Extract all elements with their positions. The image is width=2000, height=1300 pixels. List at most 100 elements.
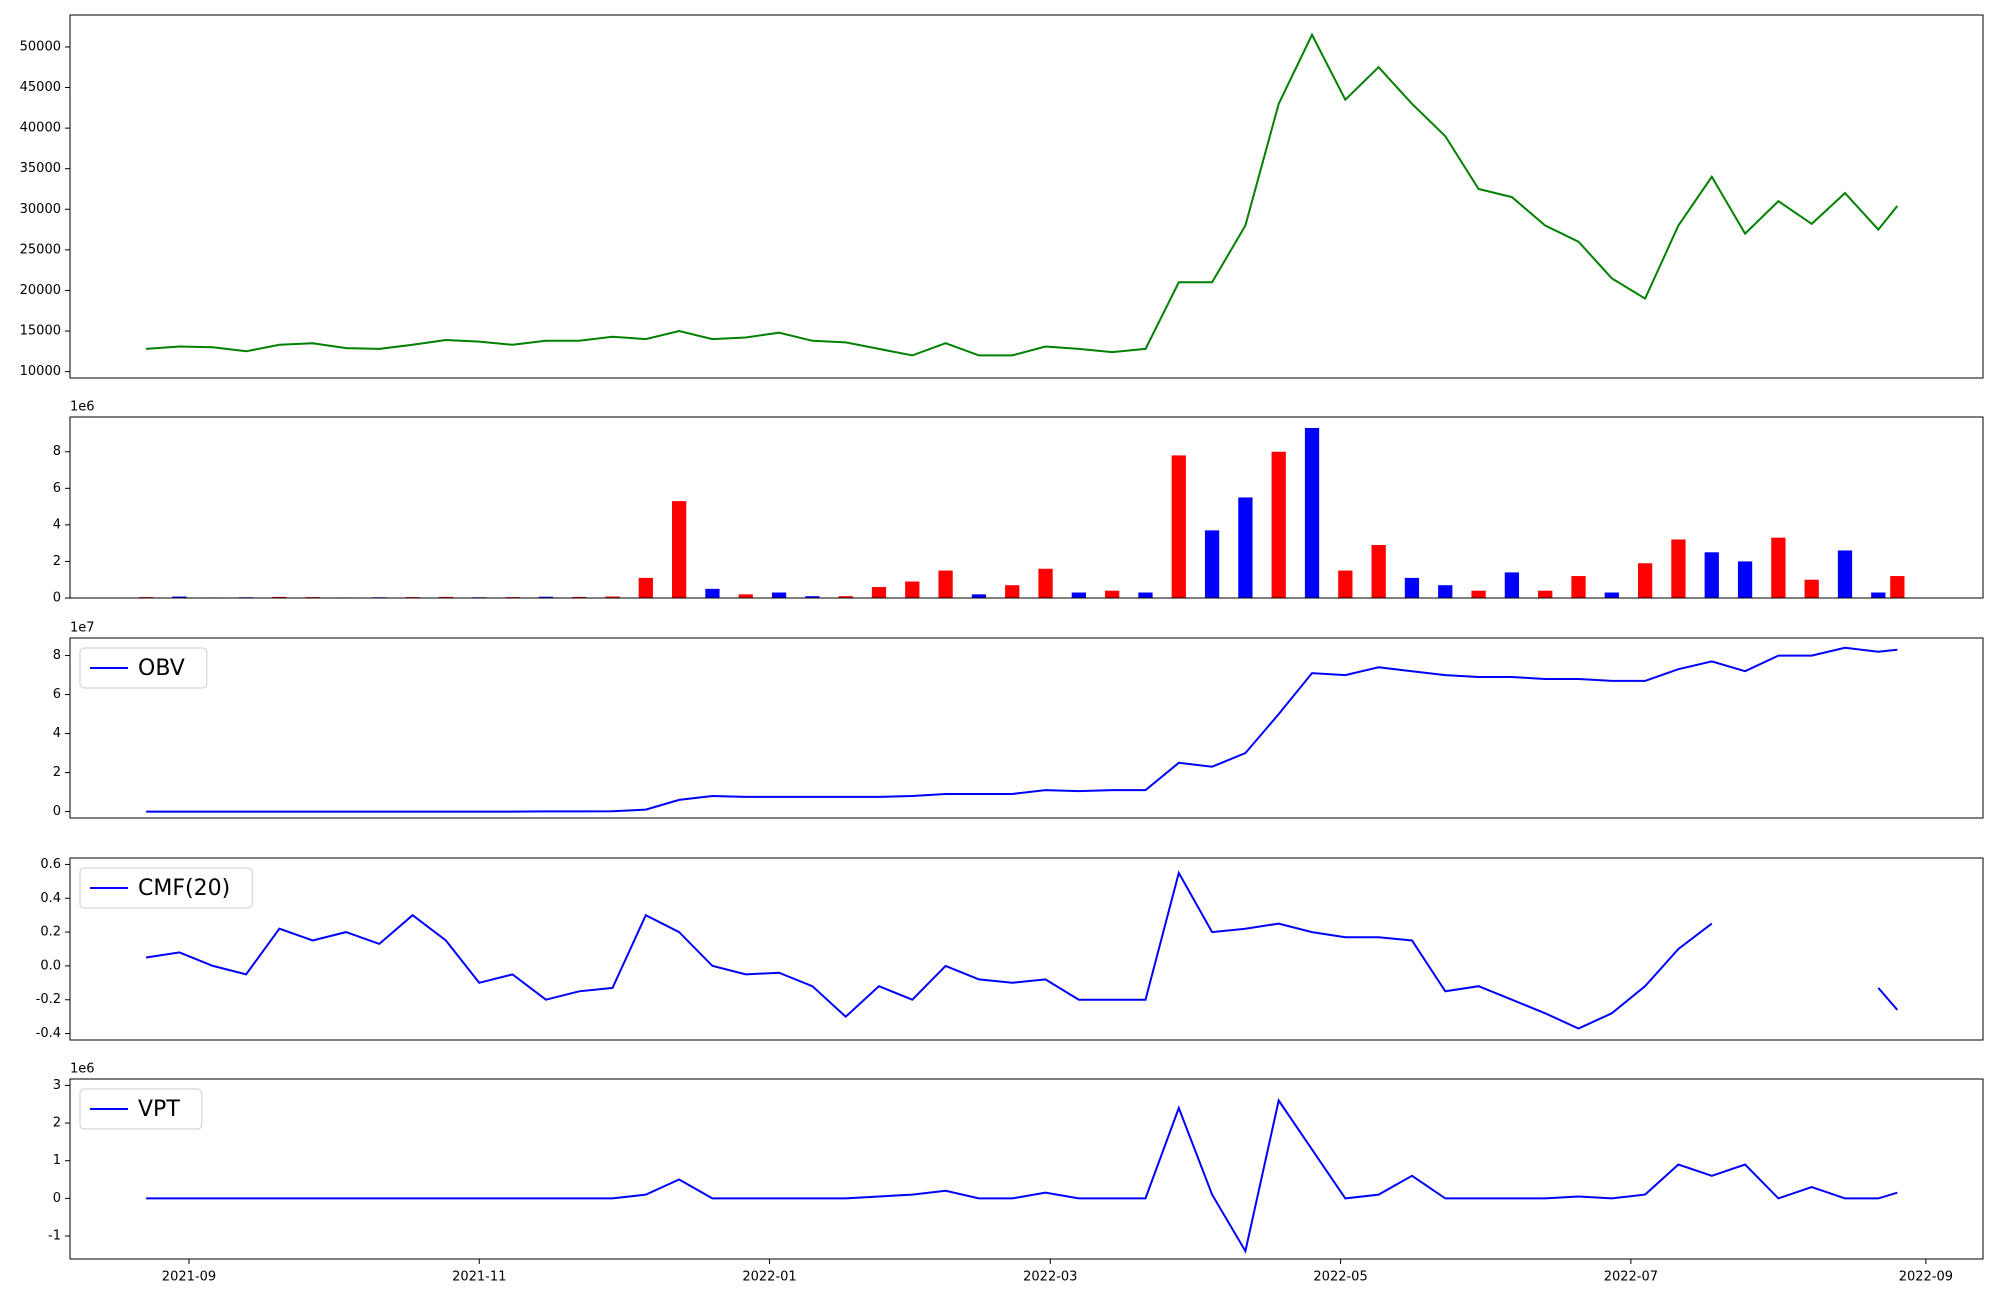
bar [172,596,187,598]
line [146,646,1898,813]
y-tick-label: 35000 [20,161,61,176]
line [145,870,1899,1030]
y-tick-label: 0.0 [40,958,61,973]
y-tick-label: 8 [53,648,61,663]
legend-label: OBV [138,656,185,681]
y-tick-label: 1 [53,1153,61,1168]
y-tick-label: 4 [53,517,61,532]
y-tick-label: 50000 [20,39,61,54]
bar [1890,576,1905,598]
y-tick-label: 0 [53,804,61,819]
bar [971,594,987,598]
bar [1271,451,1286,598]
bar [1771,537,1786,598]
legend-box [79,1088,203,1130]
offset-label: 1e7 [70,621,95,636]
y-tick-label: -1 [48,1229,61,1244]
y-tick-label: 0.6 [40,857,61,872]
y-tick-label: 25000 [20,242,61,257]
bar [1404,577,1420,598]
y-tick-label: 0 [53,1191,61,1206]
bar [738,594,753,598]
bar [1504,572,1520,598]
plot-frame [69,857,1984,1041]
legend: OBV [79,647,208,689]
bar [272,596,287,598]
bar [1338,570,1353,598]
line [146,1098,1898,1254]
bar [1204,530,1220,598]
plot-frame [69,1078,1984,1260]
y-tick-label: 0 [53,591,61,606]
legend-label: VPT [138,1097,180,1122]
x-tick-label: 2021-09 [162,1270,216,1285]
bar [1038,568,1053,598]
bar [1804,579,1819,598]
bar [605,596,620,598]
bar [805,596,820,598]
y-tick-label: 2 [53,554,61,569]
bar [1871,592,1886,598]
y-tick-label: 40000 [20,121,61,136]
x-tick-label: 2022-09 [1899,1270,1953,1285]
legend: VPT [79,1088,203,1130]
x-tick-label: 2022-03 [1023,1270,1077,1285]
legend: CMF(20) [79,867,253,909]
plot-frame [69,14,1984,379]
bar [1737,561,1753,598]
bar [671,501,687,598]
bar [1238,497,1253,598]
y-tick-label: -0.4 [36,1026,61,1041]
line [146,32,1899,357]
bar [1538,590,1553,598]
y-tick-label: 15000 [20,324,61,339]
bar [1071,592,1086,598]
y-tick-label: 6 [53,687,61,702]
bar [1571,576,1586,598]
bar [1371,544,1386,598]
y-tick-label: 2 [53,765,61,780]
plot-frame [69,637,1984,819]
y-tick-label: 6 [53,481,61,496]
offset-label: 1e6 [70,400,95,415]
bar [871,587,887,598]
y-tick-label: 4 [53,726,61,741]
y-tick-label: 10000 [20,364,61,379]
bar [1604,592,1619,598]
bar [572,596,587,598]
legend-box [79,867,253,909]
bar [1471,590,1486,598]
bar [1837,550,1853,598]
bar [1438,585,1453,598]
bar [1005,585,1020,598]
x-tick-label: 2022-07 [1604,1270,1658,1285]
bar [1704,552,1719,598]
bar [838,596,853,598]
bar [1304,427,1320,598]
x-tick-label: 2022-01 [742,1270,796,1285]
bar [771,592,787,598]
y-tick-label: 3 [53,1078,61,1093]
bar [538,596,554,598]
bar [1671,539,1686,598]
y-tick-label: 8 [53,444,61,459]
y-tick-label: 0.4 [40,891,61,906]
y-tick-label: 2 [53,1116,61,1131]
bar [1171,455,1186,598]
y-tick-label: 0.2 [40,925,61,940]
offset-label: 1e6 [70,1062,95,1077]
x-tick-label: 2022-05 [1313,1270,1367,1285]
bar [1105,590,1120,598]
bar [705,588,720,598]
y-tick-label: 20000 [20,283,61,298]
bar [438,596,454,598]
bar [938,570,953,598]
bar [638,577,653,598]
legend-label: CMF(20) [138,876,230,901]
bar [905,581,920,598]
plot-frame [69,416,1984,599]
x-tick-label: 2021-11 [452,1270,506,1285]
y-tick-label: 30000 [20,202,61,217]
bar [1637,563,1653,598]
